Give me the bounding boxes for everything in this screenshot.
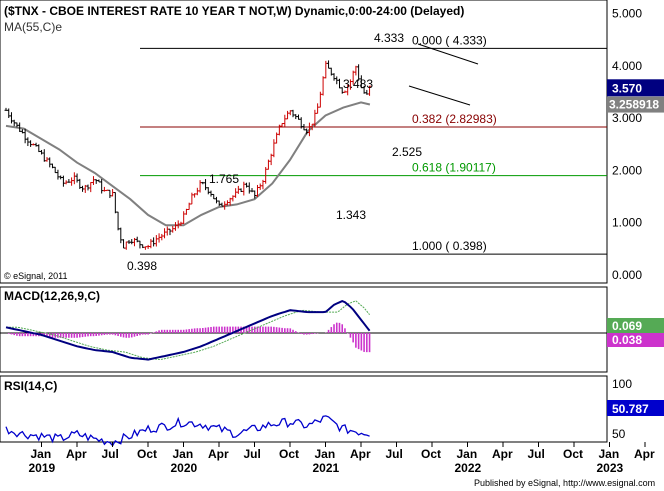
swing-label: 4.333 (374, 31, 404, 45)
signal-last-value: 0.038 (612, 333, 642, 347)
month-label: Jan (315, 447, 336, 461)
price-bar (368, 85, 372, 96)
last-price-tag: 3.570 (607, 79, 664, 97)
month-label: Jul (244, 447, 261, 461)
month-label: Oct (279, 447, 299, 461)
rsi-last-value: 50.787 (612, 402, 649, 416)
footer-credit: Published by eSignal, http://www.esignal… (474, 478, 655, 488)
month-label: Oct (137, 447, 157, 461)
ma-line (5, 101, 371, 227)
swing-label: 1.343 (336, 208, 366, 222)
price-tick-label: 0.000 (612, 268, 642, 282)
fib-level-label: 0.000 ( 4.333) (412, 33, 487, 47)
rsi-panel-frame (0, 375, 608, 443)
price-tick-label: 2.000 (612, 163, 642, 177)
price-panel-frame (0, 0, 608, 284)
price-panel: 5.000 4.000 3.000 2.000 1.000 0.000 0.000 ( 4… (0, 0, 664, 284)
month-label: Jan (173, 447, 194, 461)
month-label: Oct (563, 447, 583, 461)
month-label: Apr (634, 447, 655, 461)
chart-title: ($TNX - CBOE INTEREST RATE 10 YEAR T NOT… (4, 4, 464, 18)
copyright-label: © eSignal, 2011 (4, 271, 68, 281)
macd-panel-frame (0, 286, 608, 373)
year-label: 2021 (313, 461, 340, 475)
swing-label: 0.398 (127, 259, 157, 273)
signal-line (6, 300, 370, 361)
fib-level-label: 1.000 ( 0.398) (412, 239, 487, 253)
price-tick-label: 3.000 (612, 111, 642, 125)
price-annotations: 4.333 3.483 2.525 1.765 1.343 0.398 3.570 3.258… (127, 31, 664, 273)
rsi-panel: RSI(14,C) 100 50 (0, 375, 632, 447)
channel-lower-line (408, 85, 471, 106)
swing-label: 1.765 (209, 172, 239, 186)
rsi-tick-50: 50 (612, 427, 626, 441)
year-label: 2019 (29, 461, 56, 475)
month-label: Jul (528, 447, 545, 461)
price-y-axis: 5.000 4.000 3.000 2.000 1.000 0.000 (612, 7, 642, 283)
month-label: Oct (421, 447, 441, 461)
swing-label: 2.525 (392, 145, 422, 159)
rsi-last-tag: 50.787 (607, 400, 664, 416)
year-label: 2020 (171, 461, 198, 475)
channel-upper-line (417, 43, 479, 65)
month-label: Apr (208, 447, 229, 461)
month-label: Apr (66, 447, 87, 461)
month-label: Apr (350, 447, 371, 461)
month-label: Jul (102, 447, 119, 461)
macd-panel: MACD(12,26,9,C) (0, 286, 608, 373)
month-label: Jul (386, 447, 403, 461)
price-tick-label: 1.000 (612, 216, 642, 230)
fib-level-label: 0.618 (1.90117) (412, 161, 496, 175)
month-label: Jan (599, 447, 620, 461)
fibonacci-levels: 0.000 ( 4.333) 0.382 (2.82983) 0.618 (1.90… (140, 33, 607, 255)
month-label: Jan (31, 447, 52, 461)
month-label: Apr (492, 447, 513, 461)
rsi-line (5, 415, 370, 447)
price-bars (4, 60, 372, 250)
month-label: Jan (457, 447, 478, 461)
macd-label: MACD(12,26,9,C) (4, 289, 100, 303)
last-price-value: 3.570 (612, 81, 642, 95)
last-ma-tag: 3.258918 (607, 96, 664, 113)
macd-line (5, 300, 371, 361)
rsi-label: RSI(14,C) (4, 379, 57, 393)
ma-label: MA(55,C)e (4, 20, 62, 34)
year-label: 2023 (597, 461, 624, 475)
last-ma-value: 3.258918 (609, 98, 659, 112)
rsi-tick-100: 100 (612, 377, 632, 391)
swing-label: 3.483 (343, 77, 373, 91)
year-label: 2022 (455, 461, 482, 475)
fib-level-label: 0.382 (2.82983) (412, 112, 497, 126)
macd-last-value: 0.069 (612, 319, 642, 333)
price-tick-label: 4.000 (612, 59, 642, 73)
price-tick-label: 5.000 (612, 7, 642, 21)
